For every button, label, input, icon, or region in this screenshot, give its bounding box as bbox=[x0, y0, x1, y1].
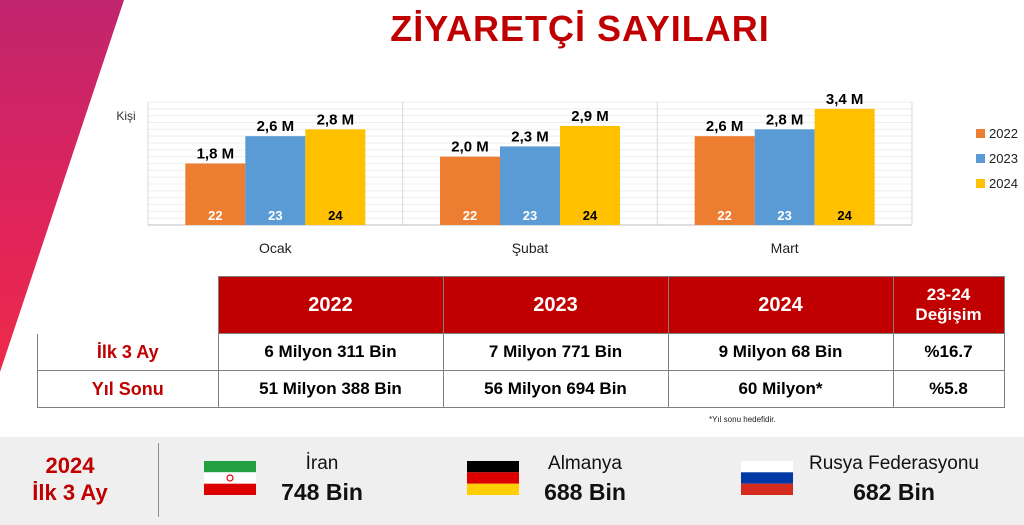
bottom-period: İlk 3 Ay bbox=[32, 480, 108, 505]
bar-year-label: 24 bbox=[583, 208, 598, 223]
bar-year-label: 24 bbox=[328, 208, 343, 223]
russia-flag-icon bbox=[741, 461, 793, 495]
data-label: 2,8 M bbox=[766, 111, 804, 128]
germany-flag-icon bbox=[467, 461, 519, 495]
bar-2022 bbox=[185, 163, 246, 225]
country-value: 682 Bin bbox=[853, 479, 935, 505]
header-2022: 2022 bbox=[217, 276, 444, 334]
header-2023: 2023 bbox=[442, 276, 669, 334]
header-change-line1: 23-24 bbox=[926, 285, 971, 304]
data-label: 2,9 M bbox=[571, 108, 609, 125]
table-header-row: 2022 2023 2024 23-24 Değişim bbox=[37, 276, 1005, 334]
bar-year-label: 22 bbox=[463, 208, 477, 223]
bar-2023 bbox=[245, 136, 306, 225]
country-value: 748 Bin bbox=[281, 479, 363, 505]
legend-label: 2024 bbox=[989, 176, 1018, 191]
table-cell: 60 Milyon* bbox=[667, 370, 894, 408]
bar-2024 bbox=[560, 125, 620, 225]
table-row: İlk 3 Ay 6 Milyon 311 Bin 7 Milyon 771 B… bbox=[37, 333, 1005, 371]
iran-flag-icon bbox=[204, 461, 256, 495]
bar-chart: Kişi 1,8 M 22 2,6 M 23 2,8 M 24 Ocak 2,0 M 22 2,3 … bbox=[116, 92, 1018, 256]
footnote: *Yıl sonu hedefidir. bbox=[709, 415, 776, 424]
table-cell: 9 Milyon 68 Bin bbox=[667, 333, 894, 371]
change-cell: %5.8 bbox=[892, 370, 1005, 408]
bottom-band: 2024 İlk 3 Ay İran 748 Bin Almanya 688 B… bbox=[0, 437, 1024, 525]
page-title: ZİYARETÇİ SAYILARI bbox=[390, 8, 770, 49]
data-label: 2,6 M bbox=[706, 118, 744, 135]
decorative-wedge bbox=[0, 0, 124, 372]
legend-label: 2023 bbox=[989, 151, 1018, 166]
table-cell: 7 Milyon 771 Bin bbox=[442, 333, 669, 371]
category-label: Şubat bbox=[512, 240, 549, 256]
country-name: İran bbox=[305, 453, 339, 474]
table-row: Yıl Sonu 51 Milyon 388 Bin 56 Milyon 694… bbox=[37, 370, 1005, 408]
bar-year-label: 23 bbox=[777, 208, 791, 223]
header-change: 23-24 Değişim bbox=[892, 276, 1005, 334]
bar-2022 bbox=[440, 156, 500, 225]
bottom-year: 2024 bbox=[45, 453, 95, 478]
header-2024: 2024 bbox=[667, 276, 894, 334]
data-label: 2,8 M bbox=[317, 111, 355, 128]
bar-2022 bbox=[694, 136, 755, 225]
country-name: Rusya Federasyonu bbox=[808, 453, 980, 474]
table-cell: 51 Milyon 388 Bin bbox=[217, 370, 444, 408]
bar-2023 bbox=[754, 129, 815, 225]
bar-2024 bbox=[305, 129, 366, 225]
legend-swatch bbox=[976, 129, 985, 138]
legend-label: 2022 bbox=[989, 126, 1018, 141]
category-label: Ocak bbox=[259, 240, 293, 256]
visitor-table: 2022 2023 2024 23-24 Değişim İlk 3 Ay 6 … bbox=[37, 276, 1005, 408]
row-label: İlk 3 Ay bbox=[37, 333, 219, 371]
legend-swatch bbox=[976, 179, 985, 188]
bar-2023 bbox=[500, 146, 560, 225]
data-label: 3,4 M bbox=[826, 92, 864, 108]
country-name: Almanya bbox=[548, 453, 622, 474]
y-axis-label: Kişi bbox=[116, 109, 135, 123]
change-cell: %16.7 bbox=[892, 333, 1005, 371]
data-label: 2,0 M bbox=[451, 139, 489, 156]
data-label: 2,3 M bbox=[511, 128, 549, 145]
table-corner bbox=[37, 276, 219, 334]
legend-swatch bbox=[976, 154, 985, 163]
bar-year-label: 22 bbox=[717, 208, 731, 223]
category-label: Mart bbox=[771, 240, 799, 256]
row-label: Yıl Sonu bbox=[37, 370, 219, 408]
bar-year-label: 24 bbox=[837, 208, 852, 223]
table-cell: 56 Milyon 694 Bin bbox=[442, 370, 669, 408]
bar-year-label: 23 bbox=[523, 208, 537, 223]
table-cell: 6 Milyon 311 Bin bbox=[217, 333, 444, 371]
bar-year-label: 22 bbox=[208, 208, 222, 223]
country-value: 688 Bin bbox=[544, 479, 626, 505]
header-change-line2: Değişim bbox=[915, 305, 982, 324]
bar-year-label: 23 bbox=[268, 208, 282, 223]
bottom-period-label: 2024 İlk 3 Ay bbox=[10, 452, 130, 506]
bar-2024 bbox=[814, 108, 875, 225]
data-label: 2,6 M bbox=[257, 118, 295, 135]
data-label: 1,8 M bbox=[197, 146, 235, 163]
divider bbox=[158, 443, 159, 517]
